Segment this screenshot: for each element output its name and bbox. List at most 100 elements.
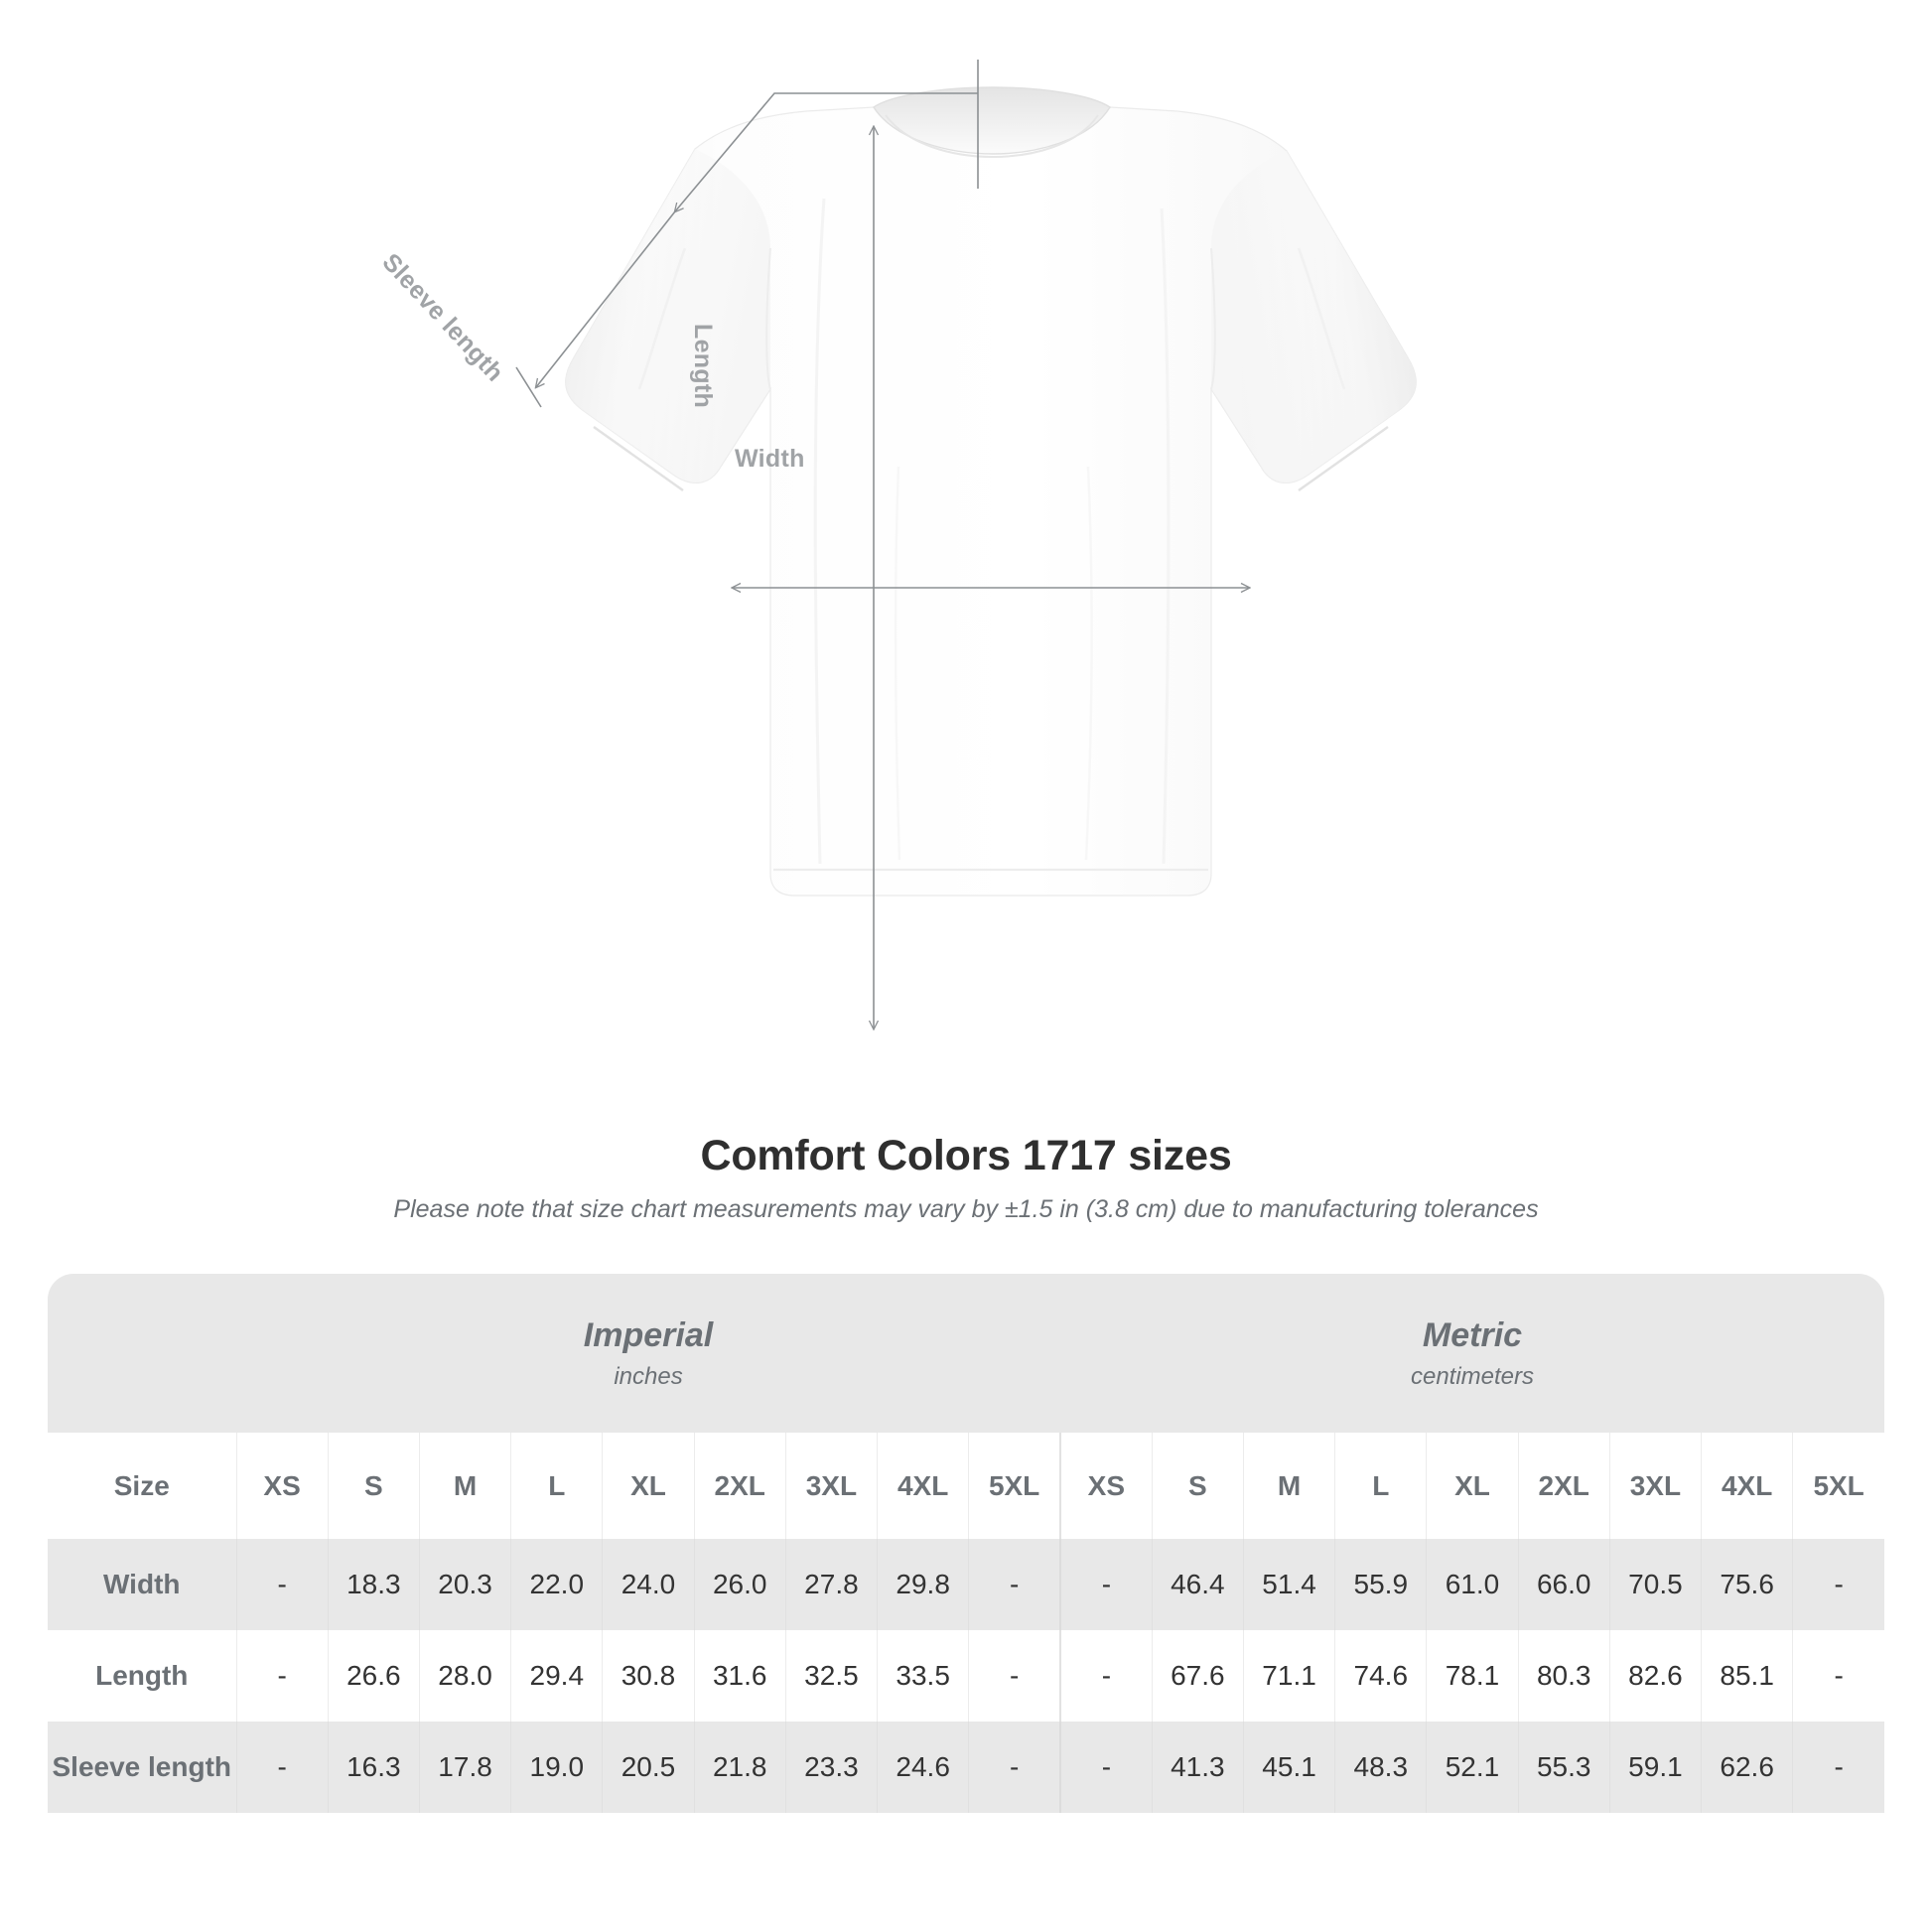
- cell-imperial-l: 29.4: [510, 1630, 603, 1722]
- cell-metric-l: 48.3: [1334, 1722, 1427, 1813]
- tolerance-note: Please note that size chart measurements…: [393, 1195, 1539, 1224]
- cell-metric-s: 46.4: [1151, 1539, 1244, 1630]
- cell-imperial-m: 20.3: [418, 1539, 511, 1630]
- cell-imperial-s: 18.3: [327, 1539, 420, 1630]
- page-title: Comfort Colors 1717 sizes: [700, 1132, 1232, 1179]
- cell-metric-xl: 52.1: [1426, 1722, 1519, 1813]
- cell-imperial-3xl: 27.8: [784, 1539, 878, 1630]
- cell-metric-5xl: -: [1792, 1630, 1884, 1722]
- size-header-imperial-xl: XL: [602, 1433, 695, 1539]
- tshirt-illustration: [515, 60, 1417, 1112]
- measurement-arrows: [515, 60, 1249, 1029]
- size-column-header: Size: [48, 1433, 236, 1539]
- cell-imperial-l: 19.0: [510, 1722, 603, 1813]
- cell-imperial-4xl: 24.6: [877, 1722, 969, 1813]
- unit-subname: inches: [614, 1362, 683, 1390]
- cell-metric-xs: -: [1058, 1539, 1153, 1630]
- cell-imperial-s: 16.3: [327, 1722, 420, 1813]
- cell-metric-4xl: 62.6: [1701, 1722, 1793, 1813]
- cell-metric-2xl: 80.3: [1517, 1630, 1610, 1722]
- size-header-metric-xl: XL: [1426, 1433, 1519, 1539]
- cell-metric-l: 55.9: [1334, 1539, 1427, 1630]
- size-header-imperial-3xl: 3XL: [784, 1433, 878, 1539]
- size-header-metric-m: M: [1242, 1433, 1335, 1539]
- unit-band-row: Imperial inches Metric centimeters: [48, 1274, 1884, 1433]
- cell-imperial-xl: 30.8: [602, 1630, 695, 1722]
- cell-imperial-4xl: 29.8: [877, 1539, 969, 1630]
- cell-metric-3xl: 70.5: [1608, 1539, 1702, 1630]
- size-header-imperial-s: S: [327, 1433, 420, 1539]
- cell-metric-3xl: 82.6: [1608, 1630, 1702, 1722]
- cell-metric-4xl: 85.1: [1701, 1630, 1793, 1722]
- cell-imperial-2xl: 26.0: [693, 1539, 786, 1630]
- cell-imperial-2xl: 31.6: [693, 1630, 786, 1722]
- cell-metric-4xl: 75.6: [1701, 1539, 1793, 1630]
- size-header-metric-s: S: [1151, 1433, 1244, 1539]
- cell-imperial-xs: -: [235, 1539, 329, 1630]
- width-label: Width: [735, 445, 805, 473]
- cell-imperial-4xl: 33.5: [877, 1630, 969, 1722]
- cell-imperial-m: 17.8: [418, 1722, 511, 1813]
- row-label-length: Length: [48, 1630, 236, 1722]
- cell-metric-2xl: 55.3: [1517, 1722, 1610, 1813]
- sleeve-length-arrow: [515, 60, 979, 408]
- cell-metric-xl: 61.0: [1426, 1539, 1519, 1630]
- cell-metric-s: 41.3: [1151, 1722, 1244, 1813]
- cell-imperial-5xl: -: [968, 1722, 1060, 1813]
- size-header-metric-xs: XS: [1058, 1433, 1153, 1539]
- cell-imperial-3xl: 23.3: [784, 1722, 878, 1813]
- size-header-imperial-m: M: [418, 1433, 511, 1539]
- size-chart-table: Imperial inches Metric centimeters Size XS S M L…: [48, 1274, 1884, 1813]
- length-label: Length: [689, 324, 717, 409]
- size-header-imperial-xs: XS: [235, 1433, 329, 1539]
- size-header-imperial-l: L: [510, 1433, 603, 1539]
- unit-header-imperial: Imperial inches: [236, 1274, 1060, 1433]
- unit-subname: centimeters: [1410, 1362, 1535, 1390]
- cell-imperial-m: 28.0: [418, 1630, 511, 1722]
- cell-metric-3xl: 59.1: [1608, 1722, 1702, 1813]
- cell-metric-m: 71.1: [1242, 1630, 1335, 1722]
- cell-imperial-xs: -: [235, 1722, 329, 1813]
- cell-imperial-xl: 20.5: [602, 1722, 695, 1813]
- cell-imperial-s: 26.6: [327, 1630, 420, 1722]
- size-header-metric-l: L: [1334, 1433, 1427, 1539]
- cell-metric-xs: -: [1058, 1630, 1153, 1722]
- size-header-imperial-2xl: 2XL: [693, 1433, 786, 1539]
- cell-metric-2xl: 66.0: [1517, 1539, 1610, 1630]
- unit-name: Imperial: [583, 1316, 714, 1355]
- cell-imperial-3xl: 32.5: [784, 1630, 878, 1722]
- cell-metric-m: 51.4: [1242, 1539, 1335, 1630]
- unit-header-metric: Metric centimeters: [1060, 1274, 1884, 1433]
- cell-metric-5xl: -: [1792, 1722, 1884, 1813]
- tshirt-diagram: Sleeve length Length Width: [377, 60, 1417, 1112]
- row-label-width: Width: [48, 1539, 236, 1630]
- cell-imperial-2xl: 21.8: [693, 1722, 786, 1813]
- size-header-row: Size XS S M L XL 2XL 3XL 4XL 5XL XS S M L XL 2XL 3XL 4XL 5…: [48, 1433, 1884, 1539]
- cell-metric-xl: 78.1: [1426, 1630, 1519, 1722]
- size-header-metric-4xl: 4XL: [1701, 1433, 1793, 1539]
- table-row: Sleeve length -16.3 17.8 19.0 20.5 21.8 23.3 24…: [48, 1722, 1884, 1813]
- cell-imperial-xs: -: [235, 1630, 329, 1722]
- unit-band-spacer: [48, 1274, 236, 1433]
- size-header-imperial-4xl: 4XL: [877, 1433, 969, 1539]
- cell-imperial-xl: 24.0: [602, 1539, 695, 1630]
- cell-imperial-5xl: -: [968, 1630, 1060, 1722]
- cell-imperial-5xl: -: [968, 1539, 1060, 1630]
- cell-metric-l: 74.6: [1334, 1630, 1427, 1722]
- size-header-metric-5xl: 5XL: [1792, 1433, 1884, 1539]
- table-row: Length -26.6 28.0 29.4 30.8 31.6 32.5 33.5- -67.…: [48, 1630, 1884, 1722]
- title-block: Comfort Colors 1717 sizes Please note th…: [0, 1132, 1932, 1224]
- cell-metric-5xl: -: [1792, 1539, 1884, 1630]
- shirt-body-shape: [565, 86, 1417, 897]
- cell-metric-xs: -: [1058, 1722, 1153, 1813]
- unit-name: Metric: [1422, 1316, 1523, 1355]
- cell-imperial-l: 22.0: [510, 1539, 603, 1630]
- size-header-imperial-5xl: 5XL: [968, 1433, 1060, 1539]
- table-row: Width -18.3 20.3 22.0 24.0 26.0 27.8 29.8- -46.4…: [48, 1539, 1884, 1630]
- cell-metric-s: 67.6: [1151, 1630, 1244, 1722]
- row-label-sleeve-length: Sleeve length: [48, 1722, 236, 1813]
- size-header-metric-3xl: 3XL: [1608, 1433, 1702, 1539]
- cell-metric-m: 45.1: [1242, 1722, 1335, 1813]
- size-header-metric-2xl: 2XL: [1517, 1433, 1610, 1539]
- size-chart-table-wrapper: Imperial inches Metric centimeters Size XS S M L…: [48, 1274, 1884, 1813]
